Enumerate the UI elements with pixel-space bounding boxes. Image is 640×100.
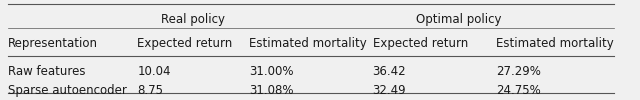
Text: Sparse autoencoder: Sparse autoencoder: [8, 84, 127, 97]
Text: 27.29%: 27.29%: [497, 65, 541, 78]
Text: 36.42: 36.42: [372, 65, 406, 78]
Text: Optimal policy: Optimal policy: [417, 13, 502, 26]
Text: Estimated mortality: Estimated mortality: [497, 37, 614, 50]
Text: 10.04: 10.04: [138, 65, 171, 78]
Text: Expected return: Expected return: [372, 37, 468, 50]
Text: Raw features: Raw features: [8, 65, 85, 78]
Text: Real policy: Real policy: [161, 13, 225, 26]
Text: Estimated mortality: Estimated mortality: [249, 37, 367, 50]
Text: Expected return: Expected return: [138, 37, 233, 50]
Text: 31.00%: 31.00%: [249, 65, 293, 78]
Text: 24.75%: 24.75%: [497, 84, 541, 97]
Text: Representation: Representation: [8, 37, 97, 50]
Text: 32.49: 32.49: [372, 84, 406, 97]
Text: 31.08%: 31.08%: [249, 84, 293, 97]
Text: 8.75: 8.75: [138, 84, 163, 97]
